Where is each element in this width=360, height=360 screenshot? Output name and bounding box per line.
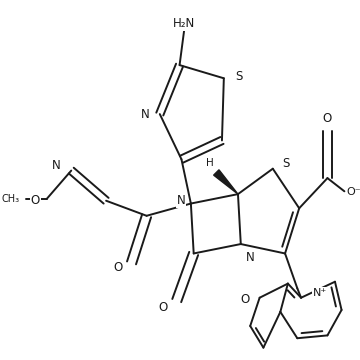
- Text: CH₃: CH₃: [1, 194, 19, 204]
- Text: S: S: [282, 157, 290, 171]
- Text: N: N: [141, 108, 150, 121]
- Text: O⁻: O⁻: [346, 187, 360, 197]
- Text: O: O: [158, 301, 167, 314]
- Text: O: O: [31, 194, 40, 207]
- Text: N: N: [246, 251, 255, 264]
- Text: O: O: [240, 293, 249, 306]
- Text: O: O: [114, 261, 123, 274]
- Text: H: H: [206, 158, 213, 168]
- Text: H₂N: H₂N: [173, 17, 195, 30]
- Text: O: O: [323, 112, 332, 125]
- Text: N: N: [177, 194, 186, 207]
- Text: N: N: [52, 159, 60, 172]
- Text: N⁺: N⁺: [313, 288, 327, 298]
- Polygon shape: [213, 170, 238, 194]
- Text: S: S: [235, 70, 243, 83]
